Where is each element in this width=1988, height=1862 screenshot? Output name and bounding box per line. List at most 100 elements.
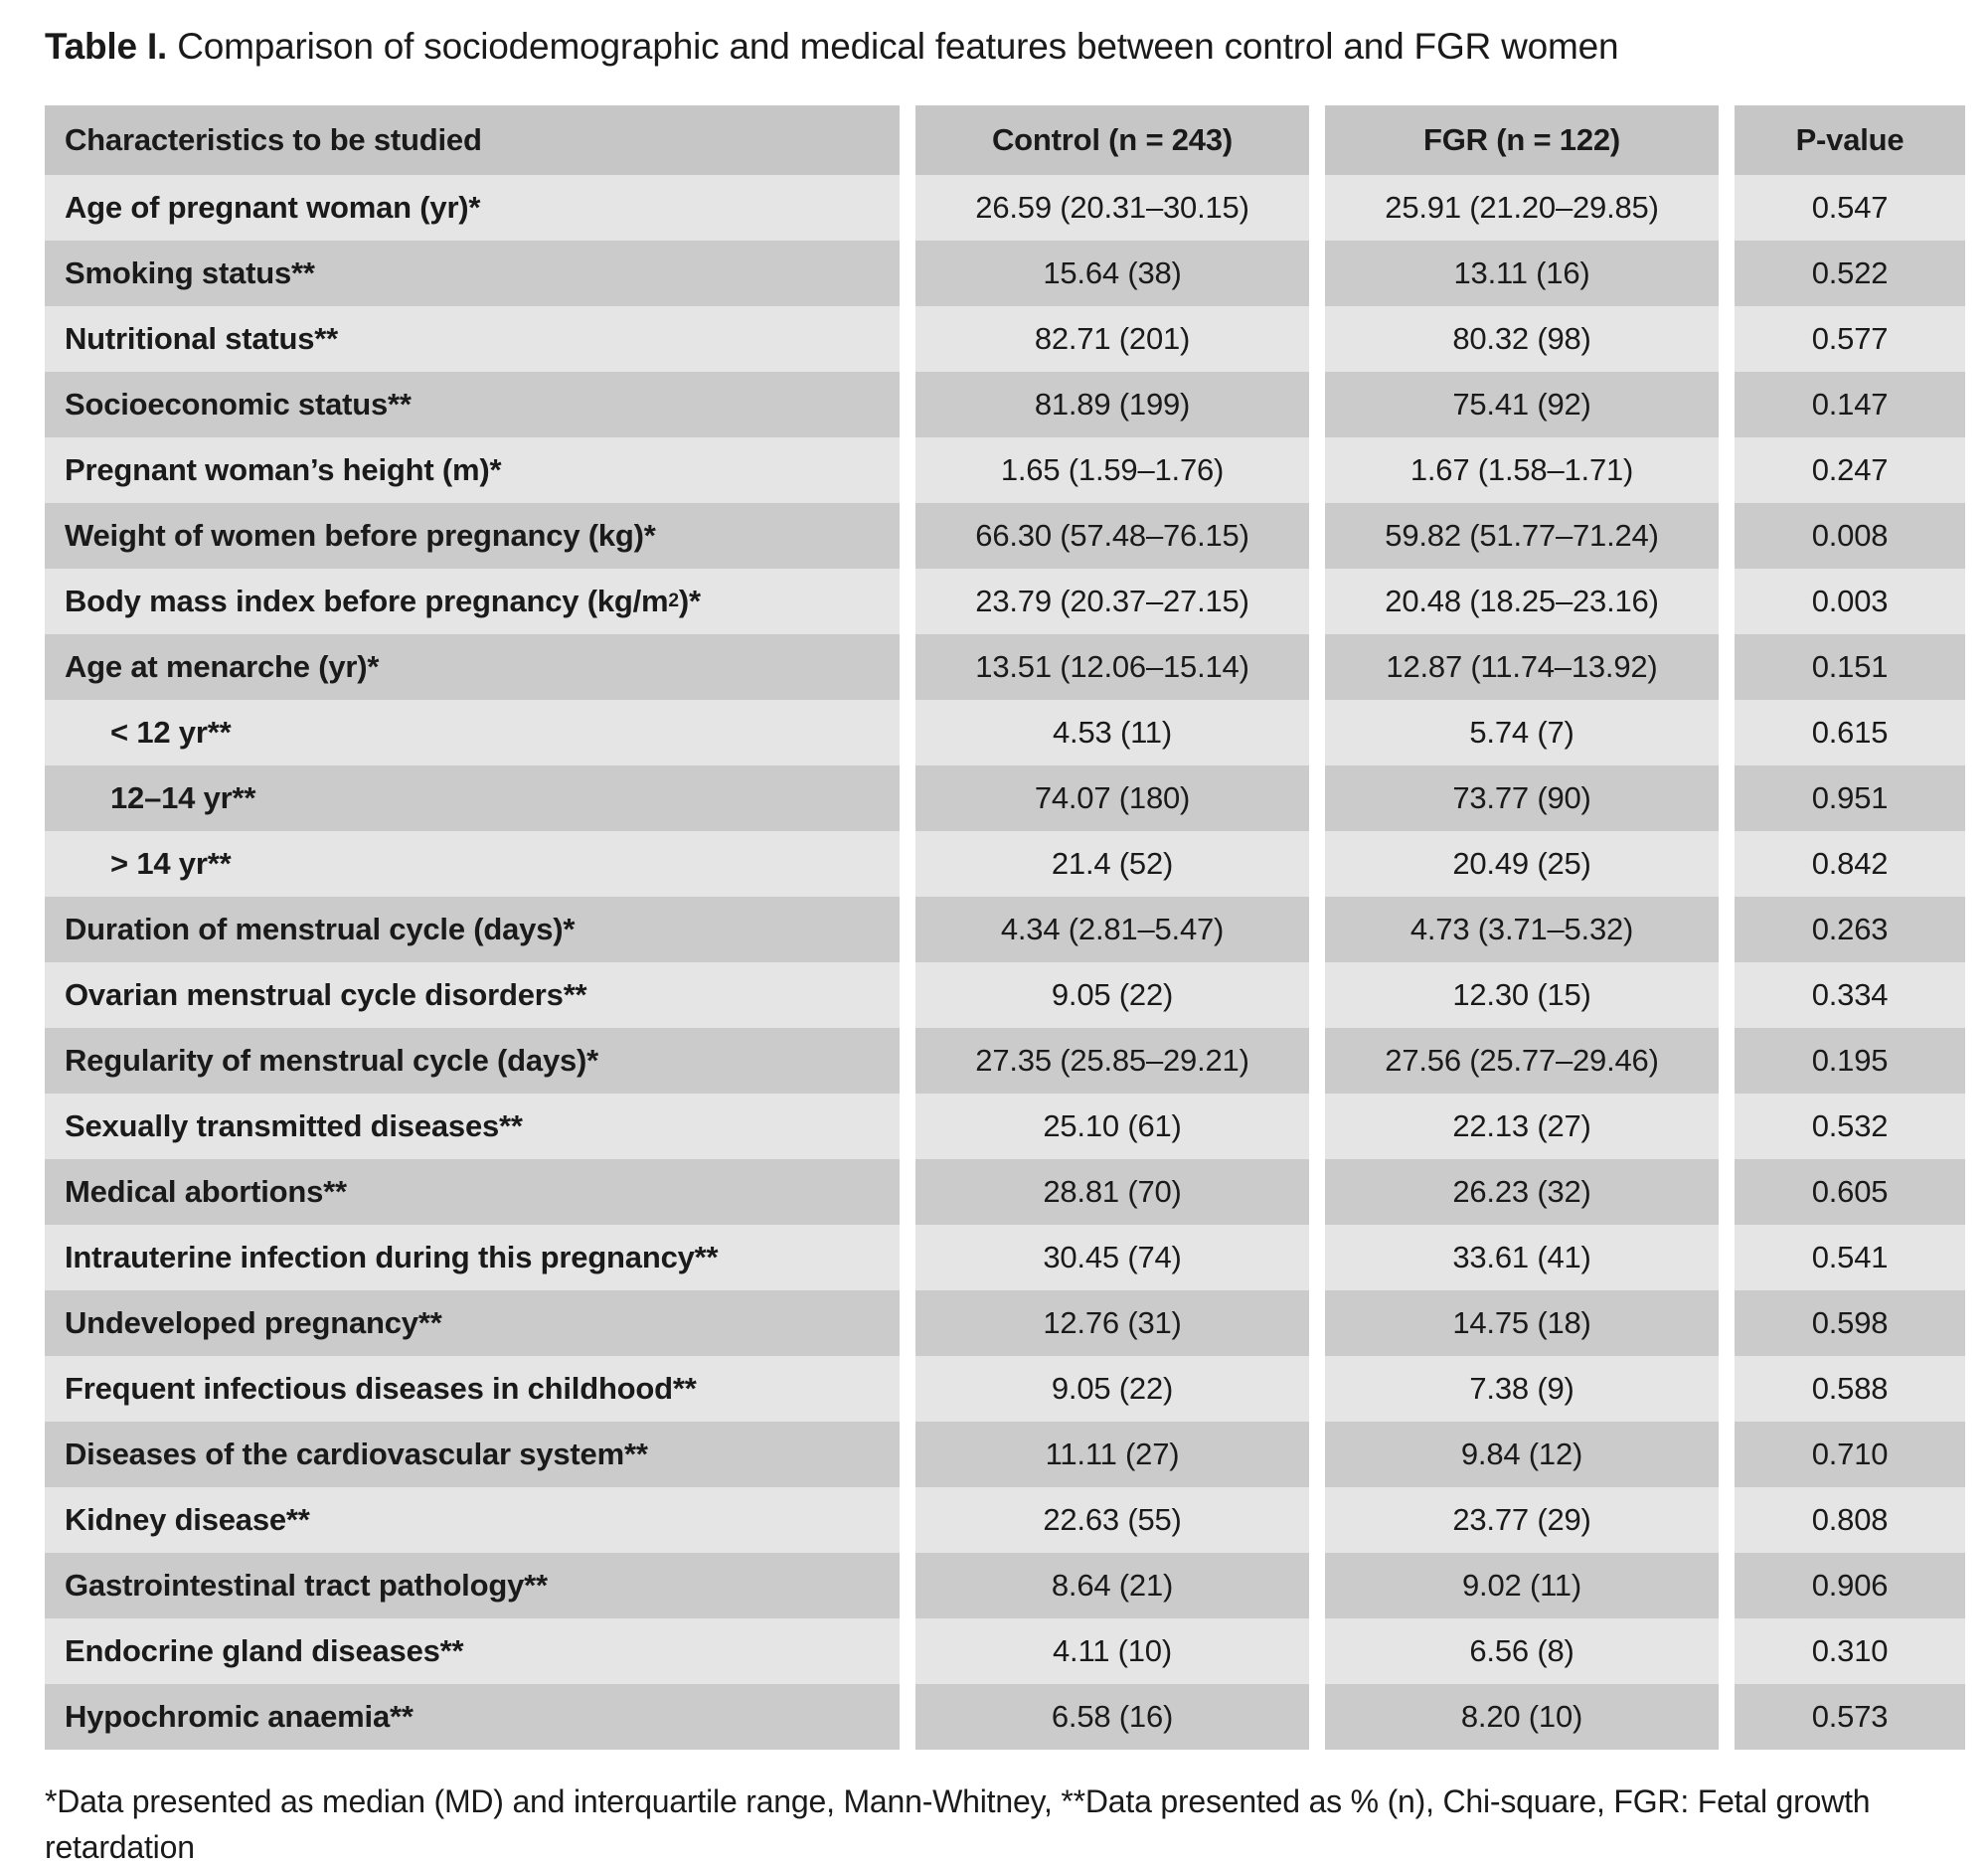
- row-label: Kidney disease**: [45, 1487, 900, 1554]
- row-label: Weight of women before pregnancy (kg)*: [45, 503, 900, 570]
- control-value: 21.4 (52): [915, 831, 1309, 898]
- control-value: 6.58 (16): [915, 1684, 1309, 1751]
- row-label: Hypochromic anaemia**: [45, 1684, 900, 1751]
- table-row: Intrauterine infection during this pregn…: [45, 1225, 1965, 1291]
- p-value: 0.003: [1735, 569, 1965, 635]
- row-label: Endocrine gland diseases**: [45, 1618, 900, 1685]
- p-value: 0.195: [1735, 1028, 1965, 1095]
- table-row: Regularity of menstrual cycle (days)* 27.…: [45, 1028, 1965, 1095]
- row-label: Age of pregnant woman (yr)*: [45, 175, 900, 242]
- row-label: Ovarian menstrual cycle disorders**: [45, 962, 900, 1029]
- fgr-value: 14.75 (18): [1325, 1290, 1719, 1357]
- table-row: Smoking status** 15.64 (38) 13.11 (16) 0.52…: [45, 241, 1965, 307]
- control-value: 9.05 (22): [915, 962, 1309, 1029]
- fgr-value: 7.38 (9): [1325, 1356, 1719, 1423]
- row-label: > 14 yr**: [45, 831, 900, 898]
- fgr-value: 75.41 (92): [1325, 372, 1719, 438]
- row-label: Pregnant woman’s height (m)*: [45, 437, 900, 504]
- control-value: 4.34 (2.81–5.47): [915, 897, 1309, 963]
- fgr-value: 22.13 (27): [1325, 1094, 1719, 1160]
- row-label: Nutritional status**: [45, 306, 900, 373]
- table-row: Medical abortions** 28.81 (70) 26.23 (32) 0…: [45, 1159, 1965, 1226]
- control-value: 15.64 (38): [915, 241, 1309, 307]
- p-value: 0.541: [1735, 1225, 1965, 1291]
- p-value: 0.951: [1735, 765, 1965, 832]
- p-value: 0.151: [1735, 634, 1965, 701]
- control-value: 22.63 (55): [915, 1487, 1309, 1554]
- table-title-text: Comparison of sociodemographic and medic…: [167, 26, 1619, 67]
- header-control: Control (n = 243): [915, 105, 1309, 176]
- table-row: Endocrine gland diseases** 4.11 (10) 6.56 …: [45, 1618, 1965, 1685]
- row-label: Intrauterine infection during this pregn…: [45, 1225, 900, 1291]
- table-row: Pregnant woman’s height (m)* 1.65 (1.59–1…: [45, 437, 1965, 504]
- row-label: Regularity of menstrual cycle (days)*: [45, 1028, 900, 1095]
- control-value: 12.76 (31): [915, 1290, 1309, 1357]
- control-value: 1.65 (1.59–1.76): [915, 437, 1309, 504]
- table-row: 12–14 yr** 74.07 (180) 73.77 (90) 0.951: [45, 765, 1965, 832]
- control-value: 26.59 (20.31–30.15): [915, 175, 1309, 242]
- table-footnote: *Data presented as median (MD) and inter…: [45, 1783, 1871, 1862]
- fgr-value: 6.56 (8): [1325, 1618, 1719, 1685]
- fgr-value: 23.77 (29): [1325, 1487, 1719, 1554]
- control-value: 13.51 (12.06–15.14): [915, 634, 1309, 701]
- table-row: > 14 yr** 21.4 (52) 20.49 (25) 0.842: [45, 831, 1965, 898]
- p-value: 0.310: [1735, 1618, 1965, 1685]
- header-p-value: P-value: [1735, 105, 1965, 176]
- p-value: 0.710: [1735, 1422, 1965, 1488]
- table-row: Sexually transmitted diseases** 25.10 (61…: [45, 1094, 1965, 1160]
- row-label: Frequent infectious diseases in childhoo…: [45, 1356, 900, 1423]
- table-row: Hypochromic anaemia** 6.58 (16) 8.20 (10) 0…: [45, 1684, 1965, 1751]
- p-value: 0.263: [1735, 897, 1965, 963]
- row-label: Diseases of the cardiovascular system**: [45, 1422, 900, 1488]
- table-row: Kidney disease** 22.63 (55) 23.77 (29) 0.80…: [45, 1487, 1965, 1554]
- control-value: 81.89 (199): [915, 372, 1309, 438]
- table-row: Age of pregnant woman (yr)* 26.59 (20.31–…: [45, 175, 1965, 242]
- control-value: 30.45 (74): [915, 1225, 1309, 1291]
- p-value: 0.615: [1735, 700, 1965, 766]
- table-header-row: Characteristics to be studied Control (n…: [45, 105, 1965, 176]
- table-title: Table I. Comparison of sociodemographic …: [45, 24, 1965, 70]
- table-row: < 12 yr** 4.53 (11) 5.74 (7) 0.615: [45, 700, 1965, 766]
- control-value: 74.07 (180): [915, 765, 1309, 832]
- p-value: 0.842: [1735, 831, 1965, 898]
- p-value: 0.532: [1735, 1094, 1965, 1160]
- fgr-value: 59.82 (51.77–71.24): [1325, 503, 1719, 570]
- fgr-value: 1.67 (1.58–1.71): [1325, 437, 1719, 504]
- control-value: 4.53 (11): [915, 700, 1309, 766]
- fgr-value: 4.73 (3.71–5.32): [1325, 897, 1719, 963]
- p-value: 0.577: [1735, 306, 1965, 373]
- comparison-table: Characteristics to be studied Control (n…: [45, 105, 1965, 1751]
- row-label: Age at menarche (yr)*: [45, 634, 900, 701]
- fgr-value: 25.91 (21.20–29.85): [1325, 175, 1719, 242]
- table-row: Diseases of the cardiovascular system** 1…: [45, 1422, 1965, 1488]
- control-value: 8.64 (21): [915, 1553, 1309, 1619]
- row-label: 12–14 yr**: [45, 765, 900, 832]
- table-row: Nutritional status** 82.71 (201) 80.32 (98…: [45, 306, 1965, 373]
- p-value: 0.605: [1735, 1159, 1965, 1226]
- table-row: Body mass index before pregnancy (kg/m 2)…: [45, 569, 1965, 635]
- table-row: Frequent infectious diseases in childhoo…: [45, 1356, 1965, 1423]
- row-label: Medical abortions**: [45, 1159, 900, 1226]
- control-value: 23.79 (20.37–27.15): [915, 569, 1309, 635]
- fgr-value: 9.84 (12): [1325, 1422, 1719, 1488]
- row-label: Body mass index before pregnancy (kg/m 2)…: [45, 569, 900, 635]
- control-value: 66.30 (57.48–76.15): [915, 503, 1309, 570]
- fgr-value: 73.77 (90): [1325, 765, 1719, 832]
- fgr-value: 9.02 (11): [1325, 1553, 1719, 1619]
- table-row: Undeveloped pregnancy** 12.76 (31) 14.75 (…: [45, 1290, 1965, 1357]
- fgr-value: 27.56 (25.77–29.46): [1325, 1028, 1719, 1095]
- row-label: Undeveloped pregnancy**: [45, 1290, 900, 1357]
- p-value: 0.808: [1735, 1487, 1965, 1554]
- p-value: 0.573: [1735, 1684, 1965, 1751]
- p-value: 0.334: [1735, 962, 1965, 1029]
- fgr-value: 12.30 (15): [1325, 962, 1719, 1029]
- p-value: 0.906: [1735, 1553, 1965, 1619]
- control-value: 28.81 (70): [915, 1159, 1309, 1226]
- row-label: Smoking status**: [45, 241, 900, 307]
- row-label: Socioeconomic status**: [45, 372, 900, 438]
- fgr-value: 26.23 (32): [1325, 1159, 1719, 1226]
- row-label: Duration of menstrual cycle (days)*: [45, 897, 900, 963]
- table-row: Age at menarche (yr)* 13.51 (12.06–15.14)…: [45, 634, 1965, 701]
- table-row: Weight of women before pregnancy (kg)* 66…: [45, 503, 1965, 570]
- fgr-value: 80.32 (98): [1325, 306, 1719, 373]
